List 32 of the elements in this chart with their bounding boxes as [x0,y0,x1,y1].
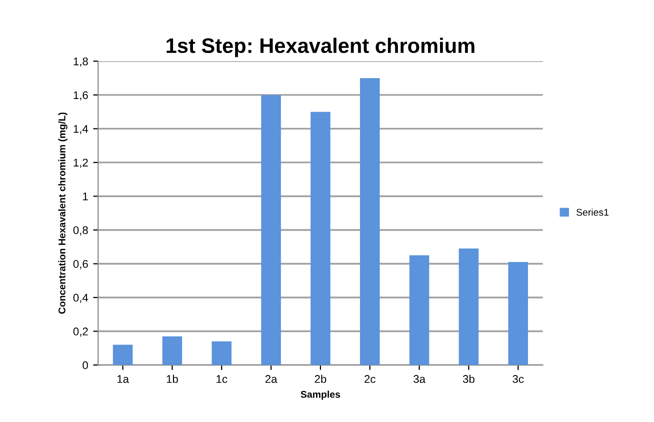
x-tick-label: 3c [512,375,524,383]
y-tick-label: 0,6 [73,260,88,270]
y-tick-label: 0,8 [73,226,88,236]
bar [310,112,330,366]
bar [112,344,133,366]
bar [360,78,380,366]
bar [261,94,281,366]
y-tick-label: 0,4 [73,294,88,303]
bar [508,262,528,366]
y-tick-label: 1,4 [74,125,88,134]
y-tick-label: 0,2 [73,328,88,337]
chart-title: 1st Step: Hexavalent chromium [166,38,474,58]
x-axis-title: Samples [300,390,340,400]
y-tick-label: 1,2 [74,158,88,168]
y-axis-title: Concentration Hexavalent chromium (mg/L) [58,112,68,314]
legend-label: Series1 [576,208,609,216]
bar [162,336,182,366]
x-tick-label: 1a [117,375,129,383]
x-tick-label: 1b [166,374,178,383]
y-tick-label: 1,8 [74,57,88,67]
x-tick-label: 2c [364,375,376,383]
x-tick-label: 3a [414,375,426,383]
x-tick-label: 2a [265,375,278,383]
x-tick-label: 2b [314,374,326,383]
bar [458,248,479,366]
bar [409,255,430,366]
y-tick-label: 1 [83,192,88,200]
x-tick-label: 1c [216,375,228,383]
y-tick-label: 0 [82,361,88,370]
bar [212,341,232,366]
y-tick-label: 1,6 [74,91,88,100]
x-tick-label: 3b [462,374,474,383]
